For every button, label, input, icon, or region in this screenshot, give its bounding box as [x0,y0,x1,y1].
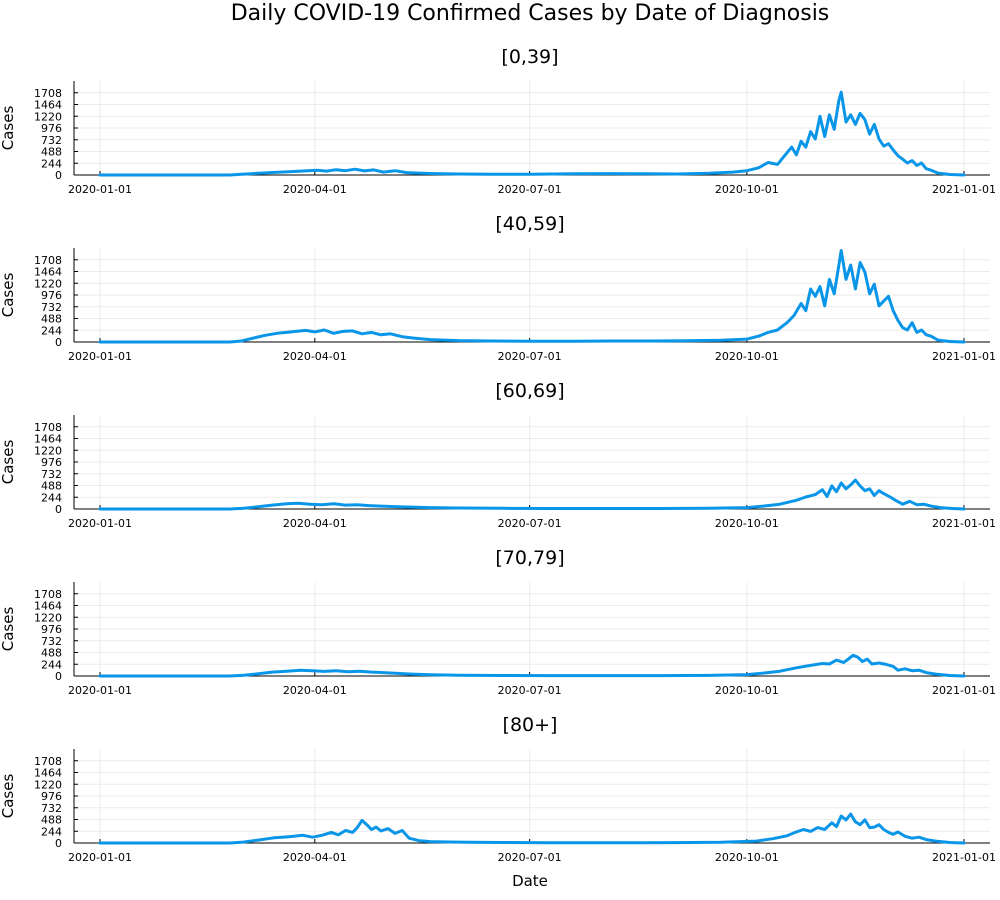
y-axis-label: Cases [0,440,17,485]
y-tick-label: 244 [41,491,62,504]
y-tick-label: 1220 [34,611,62,624]
y-tick-label: 244 [41,324,62,337]
y-tick-label: 1708 [34,254,62,267]
y-tick-label: 732 [41,802,62,815]
y-tick-label: 732 [41,301,62,314]
x-tick-label: 2020-10-01 [715,183,779,196]
panel-title: [70,79] [495,547,564,569]
x-tick-label: 2021-01-01 [932,350,996,363]
x-tick-label: 2020-07-01 [498,350,562,363]
y-tick-label: 1708 [34,87,62,100]
series-line [98,478,966,511]
y-tick-label: 976 [41,289,62,302]
x-tick-label: 2020-01-01 [68,517,132,530]
x-tick-label: 2020-04-01 [283,684,347,697]
y-tick-label: 0 [55,336,62,349]
y-tick-label: 976 [41,122,62,135]
y-tick-label: 976 [41,623,62,636]
y-tick-label: 244 [41,157,62,170]
y-axis-label: Cases [0,607,17,652]
series-line [98,812,966,845]
y-tick-label: 1708 [34,588,62,601]
y-tick-label: 976 [41,790,62,803]
x-tick-label: 2020-01-01 [68,851,132,864]
y-tick-label: 244 [41,825,62,838]
x-tick-label: 2021-01-01 [932,517,996,530]
chart-title: Daily COVID-19 Confirmed Cases by Date o… [231,1,830,26]
series-line [98,249,966,344]
panel-title: [0,39] [501,46,558,68]
panel-title: [80+] [503,714,558,736]
y-tick-label: 1708 [34,421,62,434]
y-tick-label: 732 [41,468,62,481]
y-tick-label: 1464 [34,600,62,613]
y-tick-label: 1464 [34,767,62,780]
x-tick-label: 2020-01-01 [68,183,132,196]
y-axis-label: Cases [0,774,17,819]
y-tick-label: 1220 [34,778,62,791]
x-tick-label: 2020-07-01 [498,517,562,530]
y-tick-label: 0 [55,169,62,182]
series-line [98,90,966,177]
y-axis-label: Cases [0,106,17,151]
x-tick-label: 2020-04-01 [283,350,347,363]
x-tick-label: 2020-10-01 [715,350,779,363]
y-tick-label: 488 [41,480,62,493]
x-tick-label: 2020-04-01 [283,517,347,530]
x-tick-label: 2020-10-01 [715,851,779,864]
y-tick-label: 1464 [34,99,62,112]
y-tick-label: 1708 [34,755,62,768]
y-tick-label: 1464 [34,433,62,446]
y-tick-label: 488 [41,313,62,326]
x-tick-label: 2021-01-01 [932,183,996,196]
y-tick-label: 488 [41,647,62,660]
x-tick-label: 2020-07-01 [498,684,562,697]
y-tick-label: 1220 [34,110,62,123]
x-tick-label: 2020-01-01 [68,684,132,697]
y-tick-label: 0 [55,837,62,850]
series-line [98,653,966,678]
panels-group: [0,39]02444887329761220146417082020-01-0… [0,46,996,864]
x-tick-label: 2021-01-01 [932,851,996,864]
x-tick-label: 2020-04-01 [283,851,347,864]
panel-title: [60,69] [495,380,564,402]
y-tick-label: 488 [41,146,62,159]
y-tick-label: 1220 [34,444,62,457]
y-tick-label: 732 [41,635,62,648]
x-tick-label: 2020-01-01 [68,350,132,363]
y-axis-label: Cases [0,273,17,318]
y-tick-label: 488 [41,814,62,827]
x-tick-label: 2020-10-01 [715,517,779,530]
y-tick-label: 976 [41,456,62,469]
panel-title: [40,59] [495,213,564,235]
y-tick-label: 732 [41,134,62,147]
y-tick-label: 0 [55,503,62,516]
x-tick-label: 2020-07-01 [498,851,562,864]
x-tick-label: 2020-04-01 [283,183,347,196]
x-tick-label: 2021-01-01 [932,684,996,697]
x-axis-label: Date [512,872,548,890]
x-tick-label: 2020-07-01 [498,183,562,196]
y-tick-label: 1464 [34,266,62,279]
y-tick-label: 0 [55,670,62,683]
x-tick-label: 2020-10-01 [715,684,779,697]
y-tick-label: 244 [41,658,62,671]
y-tick-label: 1220 [34,277,62,290]
